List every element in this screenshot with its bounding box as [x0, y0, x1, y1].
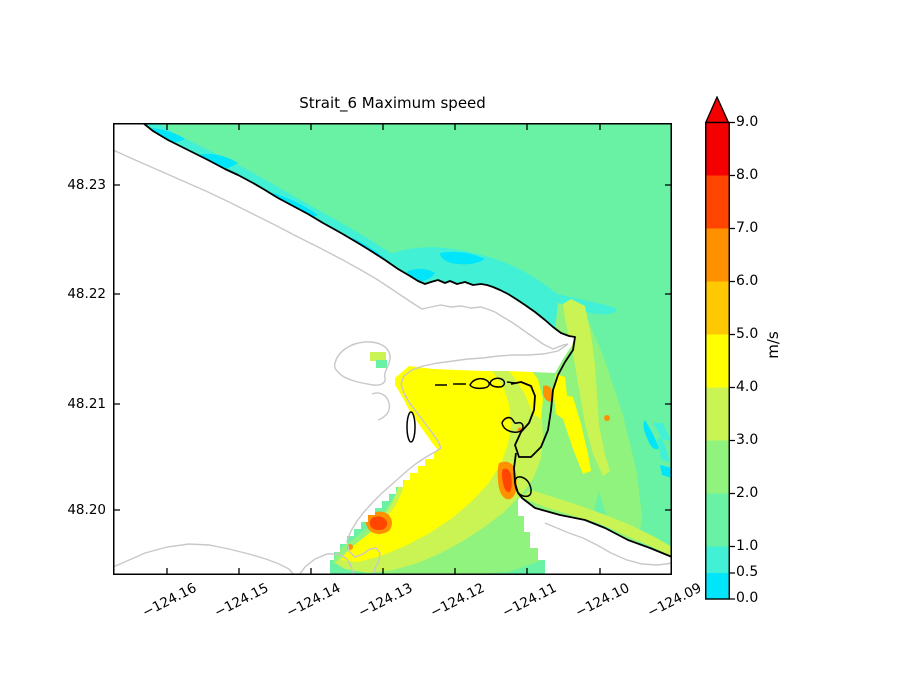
yellow-4-5-east-patches — [503, 364, 591, 474]
colorbar-segment-1-2 — [705, 493, 730, 547]
colorbar-segment-2-3 — [705, 440, 730, 494]
x-tick-label-3: −124.13 — [355, 580, 416, 621]
x-tick-label-2: −124.14 — [283, 580, 344, 621]
turquoise-right-edge — [653, 423, 672, 463]
lake-cell-green — [376, 360, 387, 368]
y-tick-label-1: 48.22 — [67, 286, 106, 302]
colorbar-label-2: 2.0 — [736, 485, 759, 501]
coastline-bulge-loop — [514, 476, 532, 498]
turquoise-east-of-point — [540, 291, 617, 315]
colorbar-label-0: 0.0 — [736, 590, 759, 606]
orange-spot-near-island — [543, 385, 553, 402]
x-axis-ticks — [166, 123, 672, 575]
plot-title: Strait_6 Maximum speed — [299, 94, 486, 112]
map-plot-area — [113, 123, 672, 575]
colorbar-segment-8-9 — [705, 122, 730, 176]
colorbar-segment-5-6 — [705, 281, 730, 335]
map-svg — [113, 123, 672, 575]
colorbar-frame — [705, 121, 730, 600]
colorbar-extend-arrow — [705, 96, 730, 124]
double-loop-contour — [501, 416, 524, 433]
colorbar-segment-7-8 — [705, 175, 730, 229]
y-axis-ticks — [113, 184, 672, 511]
gray-contour-northwest — [113, 149, 569, 575]
coastline-main — [142, 123, 576, 458]
yellowgreen-3-4-se-band — [521, 490, 672, 557]
coastlines — [142, 123, 672, 558]
land-southeast — [518, 497, 672, 575]
gray-contours — [113, 149, 672, 575]
y-tick-label-3: 48.20 — [67, 502, 106, 518]
colorbar-svg — [705, 96, 735, 600]
gray-contour-lake-arm — [371, 392, 391, 421]
colorbar-label-6: 6.0 — [736, 273, 759, 289]
colorbar-segment-0-05 — [705, 573, 730, 599]
breakwater-line — [435, 377, 516, 390]
x-tick-label-1: −124.15 — [211, 580, 272, 621]
colorbar-unit-label: m/s — [764, 331, 782, 359]
colorbar-label-5: 5.0 — [736, 326, 759, 342]
gray-contour-lake — [333, 341, 391, 386]
y-tick-label-0: 48.23 — [67, 177, 106, 193]
islet-contour — [406, 411, 416, 443]
colorbar-segment-4-5 — [705, 334, 730, 388]
x-tick-label-7: −124.09 — [644, 580, 705, 621]
colorbar-label-05: 0.5 — [736, 564, 759, 580]
axis-ticks — [113, 123, 672, 575]
yellow-4-5-core — [341, 362, 511, 562]
colorbar-segment-6-7 — [705, 228, 730, 282]
colorbar-segment-05-1 — [705, 546, 730, 573]
gray-contour-southeast — [544, 522, 672, 566]
gray-contour-bottom-left — [113, 543, 354, 575]
colorbar-label-8: 8.0 — [736, 167, 759, 183]
colorbar-ticks — [729, 121, 735, 600]
orange-dot-east — [604, 415, 610, 421]
orange-spot-channel-core — [502, 468, 512, 493]
colorbar-label-4: 4.0 — [736, 379, 759, 395]
colorbar-segment-3-4 — [705, 387, 730, 441]
x-tick-label-0: −124.16 — [139, 580, 200, 621]
colorbar-label-7: 7.0 — [736, 220, 759, 236]
colorbar-label-3: 3.0 — [736, 432, 759, 448]
harbor-features — [406, 377, 524, 443]
x-tick-label-6: −124.10 — [572, 580, 633, 621]
colorbar — [705, 96, 765, 606]
colorbar-label-1: 1.0 — [736, 538, 759, 554]
colorbar-label-9: 9.0 — [736, 114, 759, 130]
plot-frame — [113, 123, 672, 575]
x-tick-label-4: −124.12 — [427, 580, 488, 621]
orange-spot-southwest-core — [369, 516, 388, 531]
lake-cell-yellowgreen — [370, 352, 386, 361]
y-tick-label-2: 48.21 — [67, 396, 106, 412]
x-tick-label-5: −124.11 — [499, 580, 560, 621]
